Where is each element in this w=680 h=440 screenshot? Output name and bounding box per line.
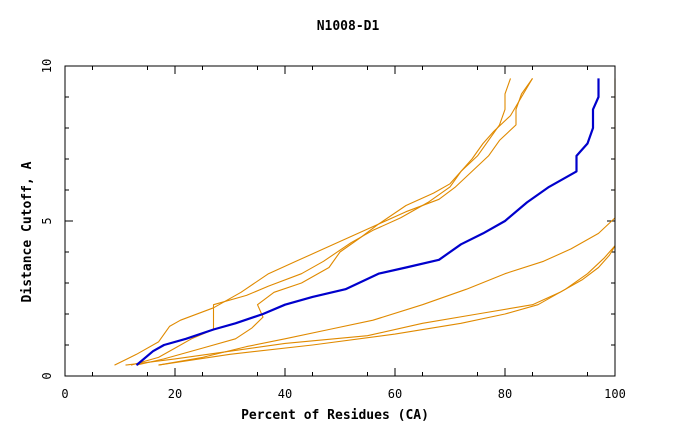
y-tick-label: 5 [40,217,54,224]
series-line-model-4 [136,78,533,366]
x-tick-label: 0 [61,387,68,401]
x-tick-label: 60 [388,387,402,401]
series-group [114,78,616,366]
series-line-model-7 [125,245,616,366]
x-axis-label: Percent of Residues (CA) [241,408,429,423]
series-line-highlighted [135,78,600,366]
series-line-model-2 [114,78,533,366]
series-line-model-3 [130,78,512,366]
chart-title: N1008-D1 [317,19,380,34]
plot-frame [64,65,616,377]
y-axis-label: Distance Cutoff, A [20,161,35,302]
x-tick-label: 20 [168,387,182,401]
axis-ticks: 0 20 40 60 80 100 0 5 10 [40,59,626,401]
x-tick-label: 100 [604,387,626,401]
series-line-model-5 [158,78,616,366]
series-line-model-6 [158,245,616,366]
x-tick-label: 80 [498,387,512,401]
y-tick-label: 0 [40,372,54,379]
y-tick-label: 10 [40,59,54,73]
x-tick-label: 40 [278,387,292,401]
